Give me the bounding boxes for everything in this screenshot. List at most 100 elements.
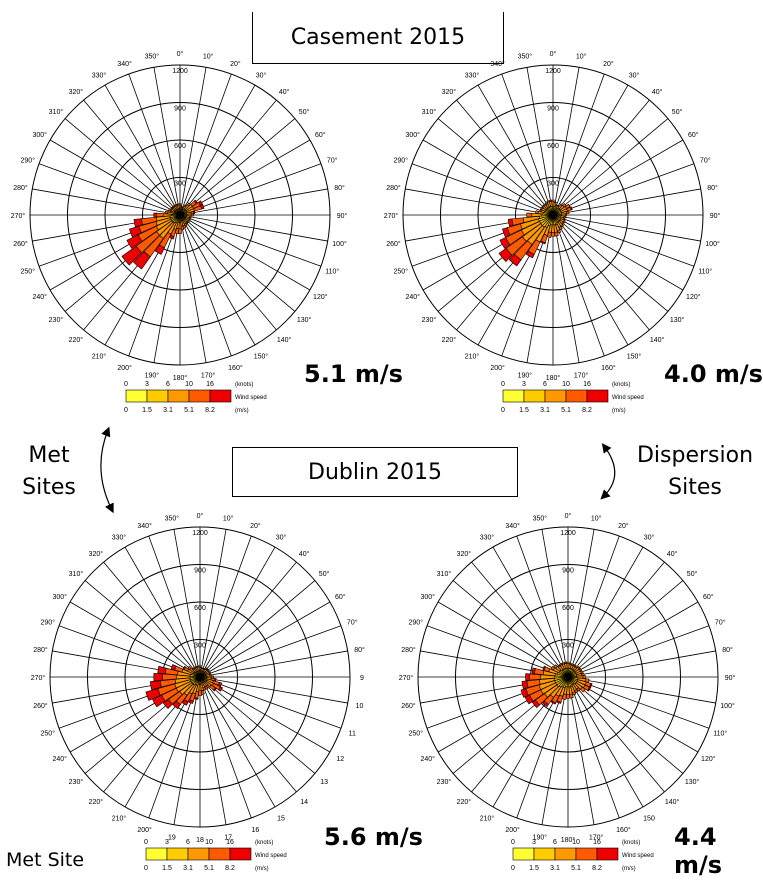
grid-spoke — [84, 580, 201, 678]
direction-label: 100° — [705, 240, 720, 248]
direction-label: 0° — [565, 512, 572, 520]
wind-wedge — [145, 688, 161, 701]
wind-speed-legend-3: 0 3 6 10 16 (knots) Wind speed 0 1.5 3.1 5.1 8.2 (m/… — [511, 839, 654, 872]
grid-spoke — [124, 546, 201, 678]
direction-label: 250° — [21, 267, 36, 275]
grid-spoke — [567, 676, 665, 793]
grid-spoke — [501, 73, 554, 216]
wind-wedge — [129, 225, 142, 238]
radial-tick-label: 1200 — [172, 68, 188, 75]
wind-wedge — [196, 665, 200, 668]
legend-ms-tick: 0 — [144, 865, 148, 872]
direction-label: 290° — [21, 157, 36, 165]
direction-label: 11 — [349, 730, 356, 737]
wind-speed-legend-2: 0 3 6 10 16 (knots) Wind speed 0 1.5 3.1 5.1 8.2 (m/… — [144, 839, 287, 872]
grid-spoke — [452, 580, 569, 678]
grid-spoke — [405, 188, 554, 216]
wind-wedge — [525, 673, 530, 681]
direction-label: 300° — [420, 593, 435, 601]
direction-label: 170° — [201, 372, 216, 380]
grid-spoke — [199, 529, 227, 678]
grid-spoke — [422, 139, 554, 216]
direction-label: 300° — [405, 131, 420, 139]
direction-label: 220° — [457, 798, 472, 806]
grid-spoke — [199, 676, 276, 808]
radial-tick-label: 1200 — [192, 530, 208, 537]
direction-label: 260° — [386, 240, 401, 248]
direction-label: 140° — [277, 336, 292, 344]
grid-spoke — [552, 67, 580, 216]
wind-wedge — [580, 672, 585, 677]
grid-spoke — [103, 561, 201, 678]
wind-wedge — [550, 665, 556, 671]
wind-wedge — [553, 664, 558, 669]
wind-wedge — [198, 665, 202, 668]
wind-wedge — [542, 700, 549, 707]
direction-label: 140° — [665, 798, 680, 806]
grid-spoke — [471, 561, 569, 678]
grid-spoke — [199, 625, 342, 678]
arrow-met-sites-line — [100, 426, 114, 514]
direction-label: 270° — [384, 212, 399, 220]
grid-spoke — [179, 99, 277, 216]
wind-wedge — [200, 204, 205, 210]
direction-label: 350° — [145, 52, 160, 60]
grid-spoke — [199, 580, 316, 678]
wind-wedge — [520, 688, 529, 698]
legend-ms-tick: 5.1 — [571, 865, 581, 872]
grid-spoke — [567, 601, 699, 678]
direction-label: 350° — [165, 514, 180, 522]
title-dublin: Dublin 2015 — [232, 447, 518, 497]
wind-wedge — [507, 218, 514, 227]
grid-spoke — [541, 529, 569, 678]
radial-tick-label: 300 — [562, 643, 574, 650]
wind-wedge — [587, 686, 591, 692]
legend-knots-tick: 0 — [501, 381, 505, 388]
legend-knots-unit: (knots) — [255, 840, 273, 846]
legend-ms-tick: 5.1 — [184, 407, 194, 414]
legend-knots-unit: (knots) — [612, 382, 630, 388]
legend-ms-unit: (m/s) — [235, 408, 249, 414]
direction-label: 250° — [41, 729, 56, 737]
legend-ms-tick: 3.1 — [163, 407, 173, 414]
legend-swatch — [554, 847, 577, 861]
direction-label: 240° — [32, 293, 47, 301]
grid-spoke — [526, 214, 554, 363]
direction-label: 310° — [437, 570, 452, 578]
direction-label: 0° — [550, 50, 557, 58]
speed-dublin-dispersion: 4.4 m/s — [674, 823, 723, 879]
legend-swatch — [167, 389, 190, 403]
direction-label: 120° — [313, 293, 328, 301]
direction-label: 320° — [442, 88, 457, 96]
grid-spoke — [104, 84, 181, 216]
legend-ms-tick: 1.5 — [519, 407, 529, 414]
legend-swatch — [502, 389, 525, 403]
wind-wedge — [565, 213, 568, 217]
wind-wedge — [162, 699, 173, 710]
direction-label: 240° — [52, 755, 67, 763]
direction-label: 110° — [713, 729, 727, 737]
direction-label: 150° — [254, 352, 269, 360]
direction-label: 260° — [13, 240, 28, 248]
direction-label: 220° — [69, 336, 84, 344]
wind-wedge — [167, 209, 172, 213]
radial-tick-label: 1200 — [560, 530, 576, 537]
radial-tick-label: 1200 — [545, 68, 561, 75]
wind-wedge — [566, 661, 570, 664]
direction-label: 190° — [518, 372, 533, 380]
wind-wedge — [190, 213, 195, 217]
direction-label: 16 — [252, 827, 260, 834]
legend-swatch — [575, 847, 598, 861]
direction-label: 170° — [589, 834, 604, 842]
wind-wedge — [121, 245, 143, 266]
direction-label: 340° — [117, 60, 132, 68]
legend-ms-tick: 1.5 — [529, 865, 539, 872]
radial-tick-label: 900 — [562, 568, 574, 575]
direction-label: 160° — [601, 364, 616, 372]
label-met-line1: Met — [28, 443, 70, 468]
direction-label: 200° — [137, 826, 152, 834]
wind-wedge — [187, 666, 192, 671]
wind-wedge — [149, 680, 162, 690]
wind-wedge — [217, 681, 223, 687]
label-met-sites: Met Sites — [14, 440, 84, 504]
